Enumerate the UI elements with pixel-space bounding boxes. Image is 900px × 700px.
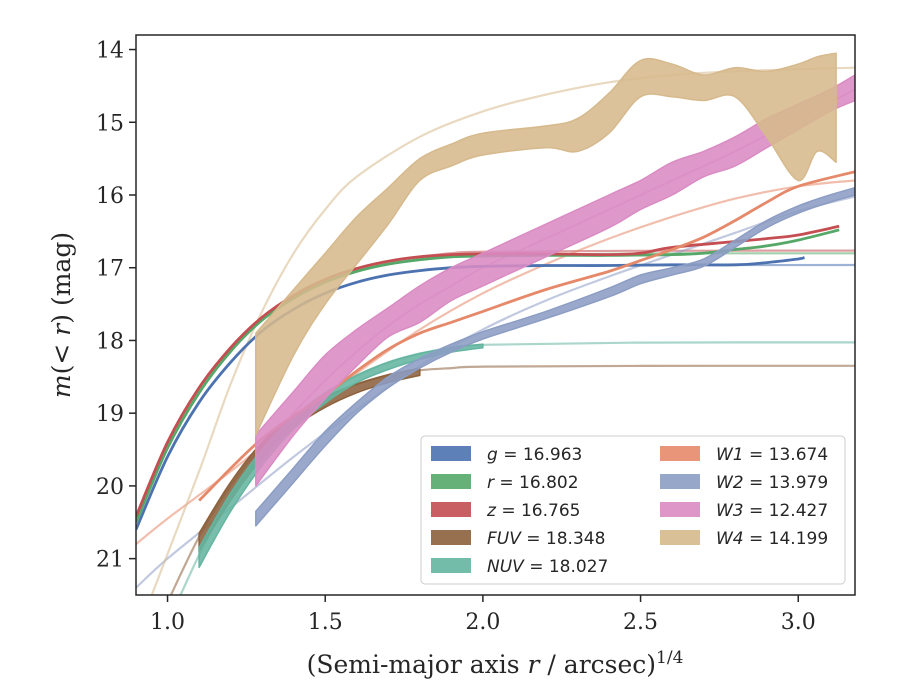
- legend-swatch-r: [431, 474, 471, 489]
- y-tick-label: 15: [96, 111, 124, 136]
- legend-label-w3: W3 = 12.427: [716, 501, 828, 521]
- legend-swatch-w3: [660, 502, 700, 517]
- y-axis-label: m(< r) (mag): [47, 232, 76, 398]
- legend-label-z: z = 16.765: [486, 501, 580, 521]
- y-tick-label: 21: [96, 548, 124, 573]
- band-w2: [255, 186, 855, 527]
- legend-label-w1: W1 = 13.674: [716, 445, 828, 465]
- y-tick-label: 14: [96, 39, 124, 64]
- y-tick-label: 17: [96, 257, 124, 282]
- plot-frame: [135, 34, 856, 596]
- x-axis-label: (Semi-major axis r / arcsec)1/4: [307, 648, 684, 679]
- band-w1: [198, 170, 855, 502]
- legend-swatch-g: [431, 446, 471, 461]
- legend-swatch-w2: [660, 474, 700, 489]
- legend: g = 16.963 r = 16.802 z = 16.765 FUV = 18.3…: [420, 435, 846, 585]
- legend-label-w2: W2 = 13.979: [716, 473, 828, 493]
- band-g: [136, 256, 806, 531]
- legend-swatch-z: [431, 502, 471, 517]
- legend-label-g: g = 16.963: [487, 445, 582, 465]
- legend-swatch-w1: [660, 446, 700, 461]
- axis-ticks: 1.0 1.5 2.0 2.5 3.0 14 15 16 17 18 19 20 21: [96, 39, 816, 635]
- y-tick-label: 19: [96, 402, 124, 427]
- x-tick-label: 2.5: [623, 610, 658, 635]
- fit-line-w4: [150, 66, 855, 595]
- band-z: [136, 224, 840, 518]
- y-tick-label: 16: [96, 184, 124, 209]
- x-tick-label: 2.0: [465, 610, 500, 635]
- x-tick-label: 1.5: [308, 610, 343, 635]
- legend-swatch-fuv: [431, 530, 471, 545]
- y-tick-label: 18: [96, 329, 124, 354]
- band-w4: [255, 52, 837, 436]
- legend-swatch-nuv: [431, 558, 471, 573]
- x-tick-label: 3.0: [781, 610, 816, 635]
- legend-label-r: r = 16.802: [487, 473, 579, 493]
- y-tick-label: 20: [96, 475, 124, 500]
- fit-line-w1: [136, 179, 855, 545]
- plot-data-layer: [136, 52, 855, 595]
- legend-box: [420, 435, 846, 585]
- legend-label-nuv: NUV = 18.027: [487, 557, 608, 577]
- legend-label-w4: W4 = 14.199: [716, 529, 828, 549]
- x-tick-label: 1.0: [150, 610, 185, 635]
- legend-label-fuv: FUV = 18.348: [487, 529, 605, 549]
- legend-swatch-w4: [660, 530, 700, 545]
